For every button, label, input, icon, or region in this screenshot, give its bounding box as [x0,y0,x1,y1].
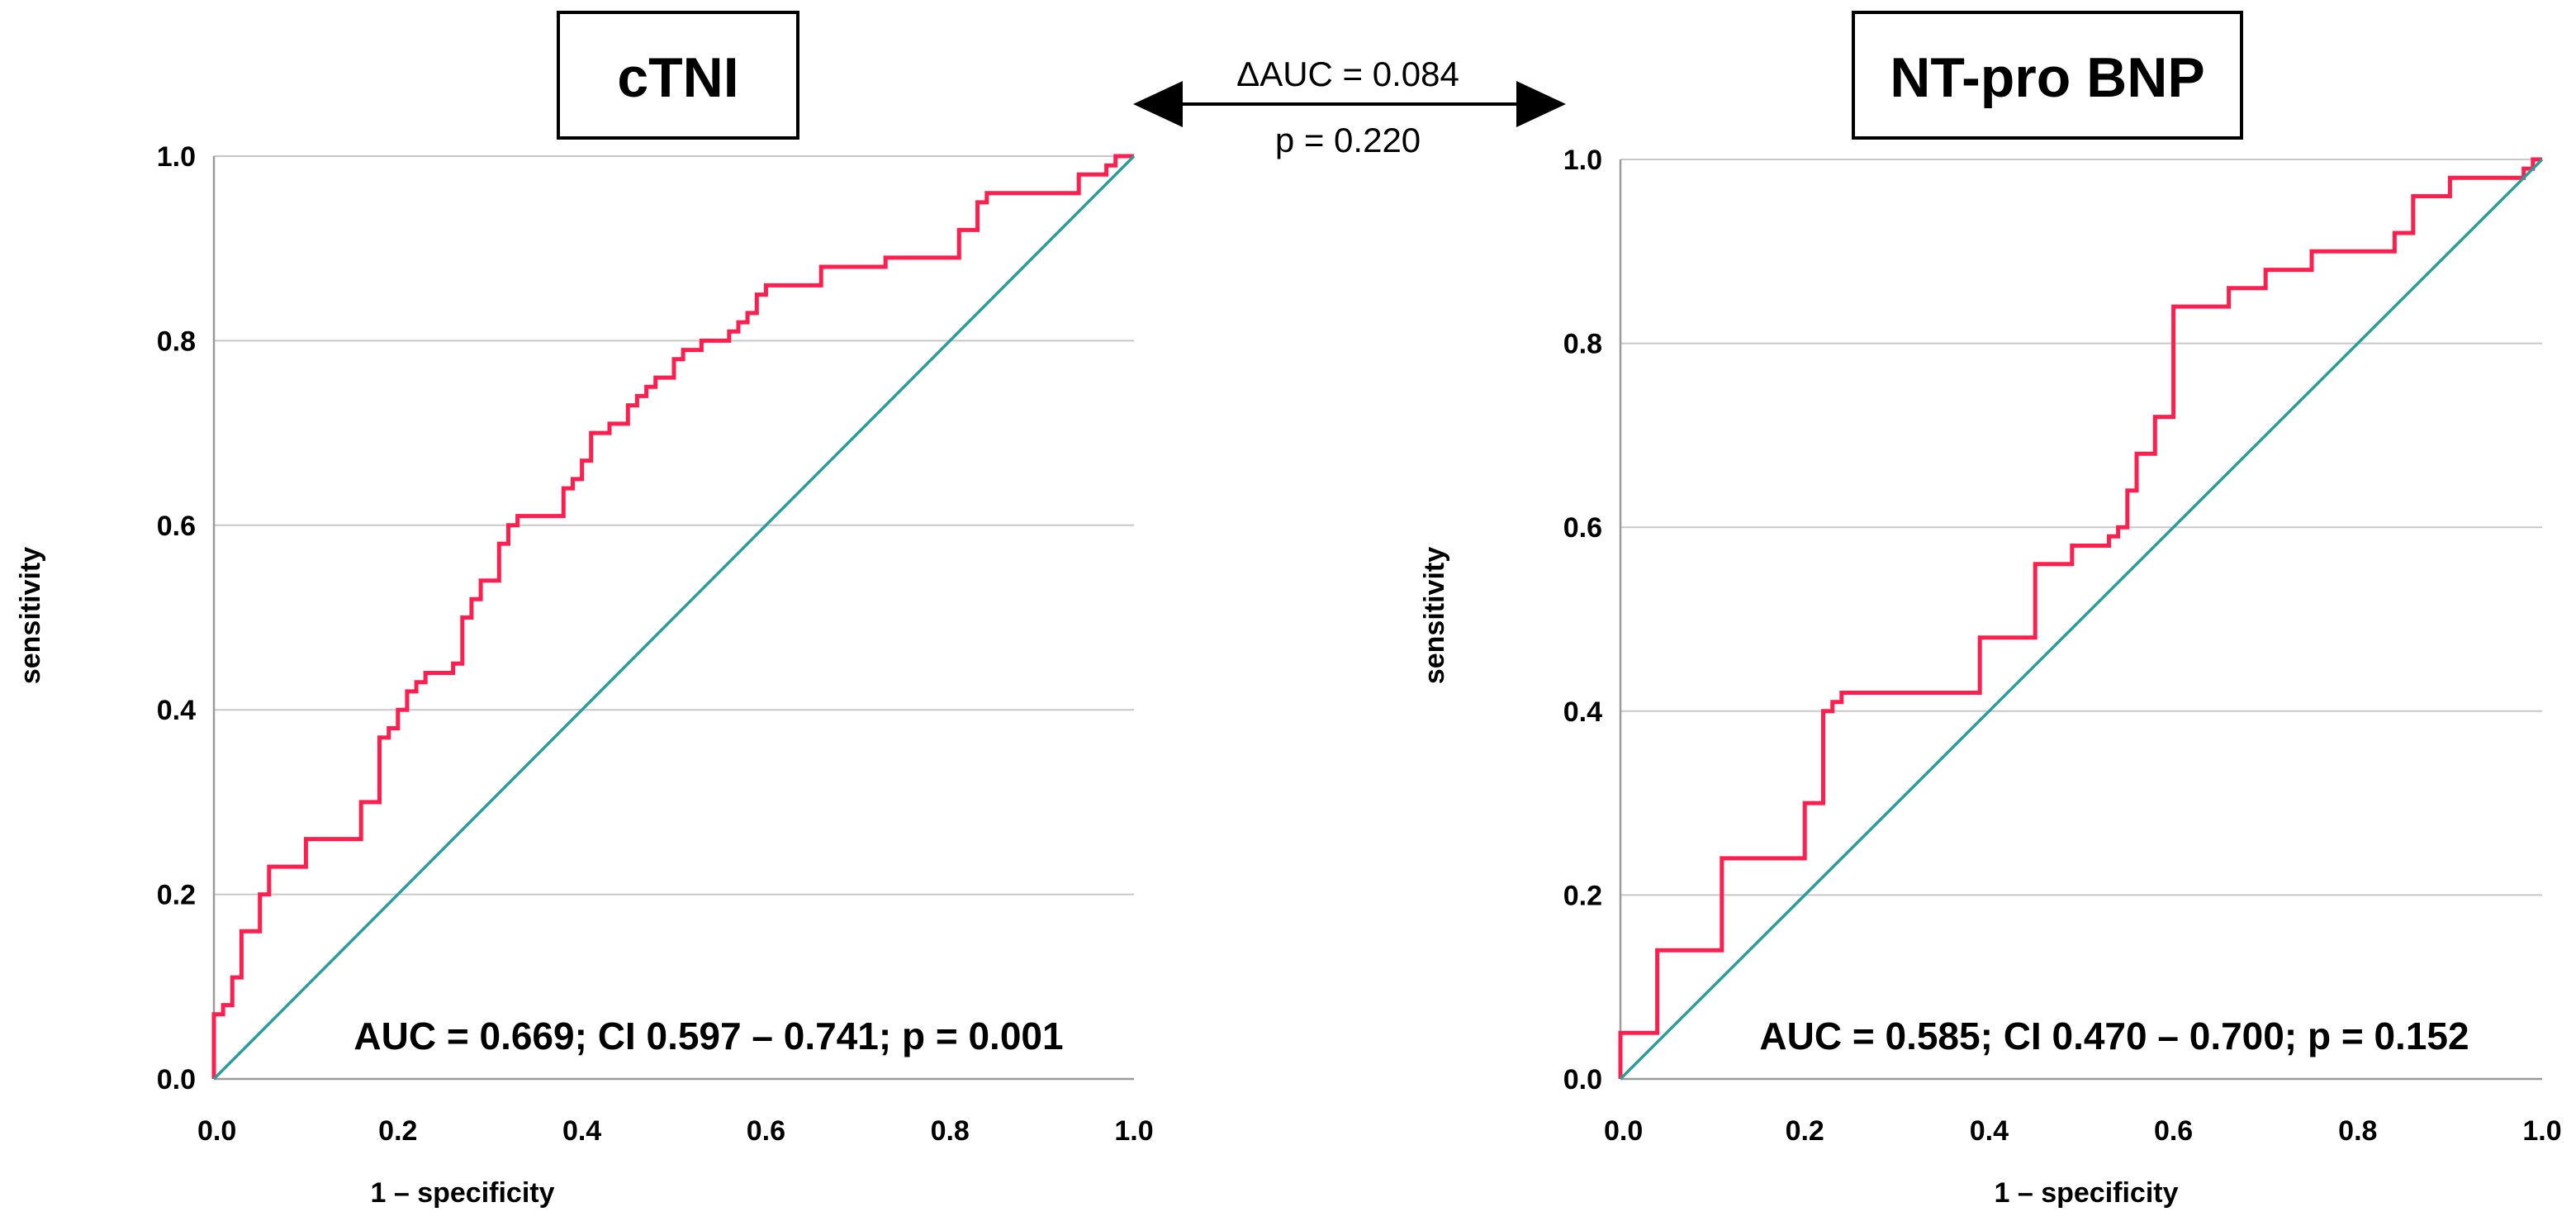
ntprobnp-x-tick-label: 0.6 [2154,1115,2193,1147]
ctni-y-axis-label: sensitivity [15,547,46,684]
ntprobnp-roc-chart: NT-pro BNP 0.0 0.2 0.4 0.6 0.8 1.0 0.0 0.2 0.4 0.… [1419,11,2562,1209]
ctni-y-tick-label: 0.0 [157,1064,196,1095]
ctni-chart-title: cTNI [617,46,738,109]
ctni-roc-curve [211,154,1134,1079]
ctni-y-tick-label: 0.8 [157,326,196,357]
ctni-y-tick-label: 0.4 [157,695,196,726]
ntprobnp-y-tick-label: 0.0 [1563,1064,1602,1095]
comparison-arrow-left-head [1133,81,1183,127]
ctni-x-tick-label: 1.0 [1114,1115,1153,1147]
ntprobnp-auc-annotation: AUC = 0.585; CI 0.470 – 0.700; p = 0.152 [1759,1015,2469,1057]
ntprobnp-y-tick-label: 0.2 [1563,880,1602,911]
ctni-roc-chart: cTNI 0.0 0.2 0.4 0.6 0.8 1.0 0.0 0.2 0.4 0.6 0.8 1.… [15,11,1154,1209]
ctni-reference-diagonal [212,154,1136,1081]
ntprobnp-chart-title: NT-pro BNP [1890,46,2205,109]
ctni-x-tick-label: 0.2 [378,1115,417,1147]
ntprobnp-x-tick-label: 0.2 [1786,1115,1824,1147]
ntprobnp-y-axis-label: sensitivity [1419,547,1450,684]
ctni-x-tick-label: 0.0 [197,1115,236,1147]
ctni-x-axis-label: 1 – specificity [370,1177,554,1209]
ntprobnp-x-tick-label: 0.0 [1604,1115,1643,1147]
ctni-title-box [557,11,799,140]
ntprobnp-y-tick-label: 1.0 [1563,145,1602,176]
ctni-y-tick-label: 0.2 [157,880,196,911]
ntprobnp-x-tick-label: 1.0 [2522,1115,2561,1147]
ctni-auc-annotation: AUC = 0.669; CI 0.597 – 0.741; p = 0.001 [353,1015,1063,1057]
comparison-p-value: p = 0.220 [1275,121,1421,159]
ntprobnp-title-box [1852,11,2243,140]
ctni-x-tick-label: 0.8 [931,1115,970,1147]
ntprobnp-x-tick-label: 0.4 [1970,1115,2009,1147]
comparison-arrow-right-head [1516,81,1566,127]
ntprobnp-reference-diagonal [1619,158,2544,1081]
ctni-x-tick-label: 0.6 [747,1115,785,1147]
ntprobnp-roc-curve [1618,157,2542,1079]
delta-auc-label: ΔAUC = 0.084 [1236,55,1459,93]
auc-comparison: ΔAUC = 0.084 p = 0.220 [1133,55,1566,159]
ntprobnp-y-tick-label: 0.8 [1563,329,1602,360]
ntprobnp-y-tick-label: 0.4 [1563,696,1602,728]
ctni-x-tick-label: 0.4 [562,1115,601,1147]
ctni-y-tick-label: 1.0 [157,141,196,173]
ntprobnp-x-axis-label: 1 – specificity [1994,1177,2178,1209]
ntprobnp-x-tick-label: 0.8 [2338,1115,2377,1147]
ctni-y-tick-label: 0.6 [157,511,196,542]
ntprobnp-y-tick-label: 0.6 [1563,512,1602,544]
